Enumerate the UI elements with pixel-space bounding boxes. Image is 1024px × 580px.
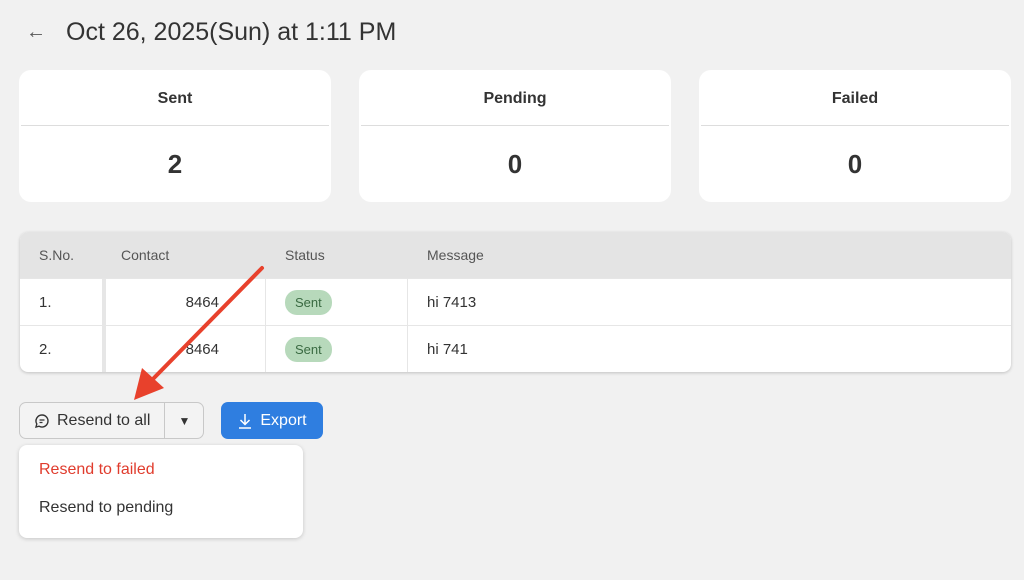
stat-card-pending: Pending 0 (359, 70, 671, 202)
download-icon (239, 413, 252, 429)
stat-label: Pending (361, 70, 669, 126)
page-title: Oct 26, 2025(Sun) at 1:11 PM (66, 18, 397, 46)
cell-message: hi 7413 (427, 293, 477, 311)
stat-label: Sent (21, 70, 329, 126)
messages-table: S.No. Contact Status Message 1. 8464 Sen… (20, 232, 1011, 372)
table-row: 2. 8464 Sent hi 741 (20, 325, 1011, 372)
resend-to-all-button[interactable]: Resend to all (20, 403, 166, 438)
menu-item-resend-pending[interactable]: Resend to pending (39, 499, 174, 516)
cell-contact: 8464 (106, 326, 266, 372)
export-button[interactable]: Export (221, 402, 323, 439)
dropdown-caret-icon[interactable]: ▼ (178, 413, 191, 428)
cell-message: hi 741 (427, 340, 468, 358)
col-status: Status (285, 247, 325, 263)
chat-bubble-icon (35, 413, 49, 428)
stat-value: 0 (847, 149, 863, 179)
export-label: Export (260, 411, 307, 429)
status-badge: Sent (285, 336, 332, 362)
resend-split-button: Resend to all ▼ (19, 402, 205, 439)
stat-card-failed: Failed 0 (699, 70, 1011, 202)
cell-status: Sent (266, 279, 408, 325)
stat-value: 0 (507, 149, 523, 179)
stat-card-sent: Sent 2 (19, 70, 331, 202)
cell-contact: 8464 (106, 279, 266, 325)
cell-status: Sent (266, 326, 408, 372)
col-contact: Contact (121, 247, 170, 263)
cell-sno: 2. (20, 326, 106, 372)
table-header: S.No. Contact Status Message (20, 232, 1011, 278)
table-row: 1. 8464 Sent hi 7413 (20, 278, 1011, 325)
cell-sno: 1. (20, 279, 106, 325)
col-sno: S.No. (39, 247, 75, 263)
page-header: ← Oct 26, 2025(Sun) at 1:11 PM (26, 18, 396, 47)
back-arrow-icon[interactable]: ← (26, 21, 46, 43)
stat-label: Failed (701, 70, 1009, 126)
menu-item-resend-failed[interactable]: Resend to failed (39, 461, 155, 478)
stat-value: 2 (167, 149, 183, 179)
col-message: Message (427, 247, 484, 263)
resend-dropdown-menu: Resend to failed Resend to pending (19, 445, 303, 538)
status-badge: Sent (285, 289, 332, 315)
resend-to-all-label: Resend to all (57, 411, 151, 429)
